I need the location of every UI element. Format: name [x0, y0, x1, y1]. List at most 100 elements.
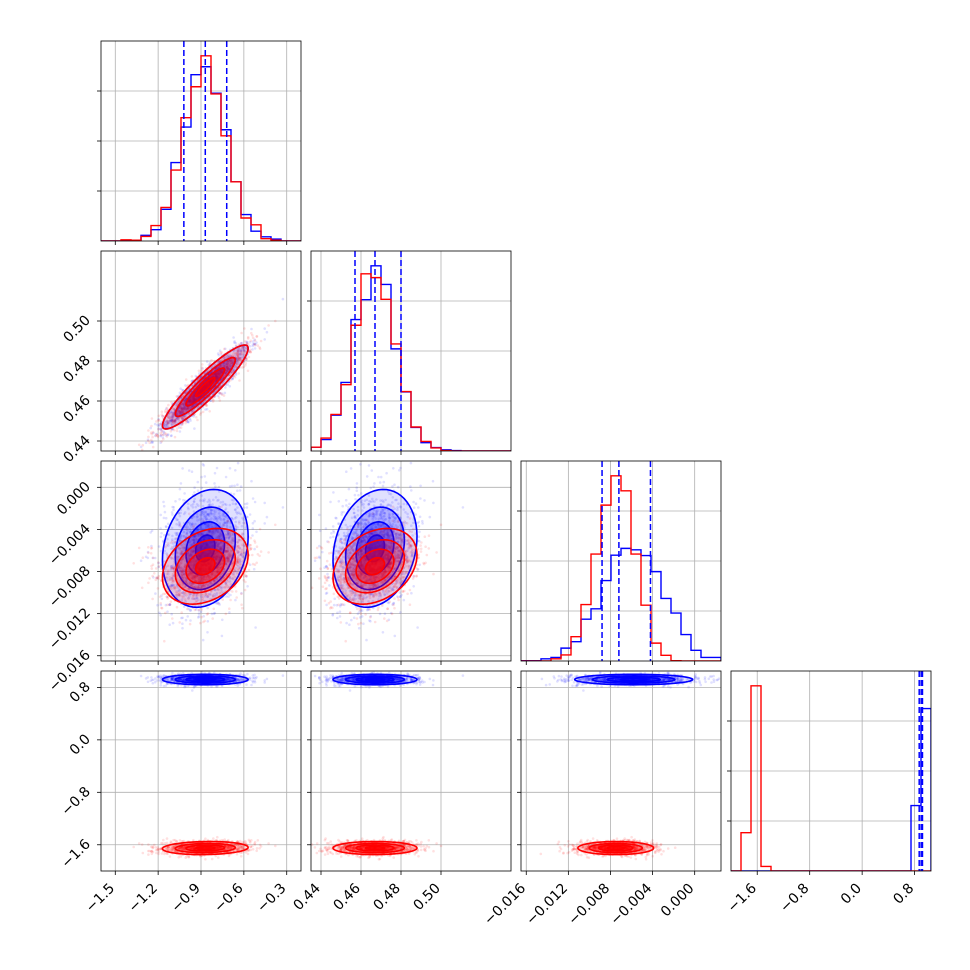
sample-point — [170, 577, 173, 580]
sample-point — [173, 419, 177, 422]
sample-point — [175, 427, 179, 430]
sample-point — [169, 418, 173, 422]
sample-point — [192, 399, 195, 403]
sample-point — [226, 366, 230, 369]
sample-point — [189, 529, 193, 533]
sample-point — [189, 609, 192, 612]
sample-point — [242, 365, 246, 369]
sample-point — [247, 355, 251, 359]
sample-point — [164, 410, 167, 414]
sample-point — [150, 567, 154, 570]
sample-point — [216, 557, 220, 561]
sample-point — [238, 560, 242, 564]
sample-point — [183, 415, 186, 419]
sample-point — [236, 362, 239, 366]
sample-point — [177, 523, 181, 527]
contour-line — [185, 367, 226, 407]
sample-point — [170, 428, 174, 431]
sample-point — [218, 391, 221, 395]
sample-point — [230, 538, 234, 542]
sample-point — [242, 544, 246, 547]
sample-point — [240, 603, 243, 606]
sample-point — [196, 519, 199, 522]
sample-point — [215, 544, 219, 548]
sample-point — [178, 522, 182, 525]
sample-point — [191, 522, 194, 526]
sample-point — [175, 395, 178, 398]
sample-point — [151, 556, 155, 560]
sample-point — [203, 595, 207, 598]
sample-point — [162, 500, 165, 504]
sample-point — [159, 427, 163, 431]
sample-point — [177, 512, 181, 515]
sample-point — [181, 407, 185, 411]
sample-point — [185, 409, 188, 413]
sample-point — [147, 546, 150, 549]
sample-point — [146, 550, 150, 554]
sample-point — [228, 364, 232, 368]
sample-point — [185, 390, 189, 393]
sample-point — [188, 540, 191, 544]
sample-point — [221, 598, 224, 601]
sample-point — [172, 583, 176, 587]
sample-point — [219, 372, 222, 376]
sample-point — [181, 575, 184, 578]
sample-point — [242, 575, 246, 578]
sample-point — [229, 598, 232, 602]
sample-point — [224, 372, 228, 376]
sample-point — [253, 519, 256, 523]
sample-point — [224, 367, 228, 371]
sample-point — [180, 598, 184, 601]
sample-point — [167, 544, 170, 547]
sample-point — [251, 336, 255, 340]
sample-point — [175, 518, 178, 521]
sample-point — [219, 371, 222, 375]
sample-point — [255, 545, 259, 548]
sample-point — [139, 445, 143, 449]
sample-point — [195, 398, 198, 401]
sample-point — [180, 416, 184, 420]
sample-point — [181, 402, 185, 405]
sample-point — [169, 600, 173, 603]
sample-point — [196, 528, 200, 532]
sample-point — [263, 338, 267, 341]
sample-point — [173, 419, 177, 423]
sample-point — [224, 368, 228, 371]
sample-point — [222, 512, 225, 515]
sample-point — [214, 558, 218, 561]
sample-point — [183, 405, 186, 409]
sample-point — [204, 511, 207, 514]
sample-point — [242, 551, 246, 555]
sample-point — [180, 423, 183, 427]
sample-point — [190, 398, 193, 401]
sample-point — [230, 484, 234, 488]
sample-point — [159, 601, 162, 605]
sample-point — [231, 360, 235, 364]
sample-point — [175, 531, 179, 535]
sample-point — [217, 498, 220, 502]
sample-point — [249, 350, 253, 354]
sample-point — [190, 398, 194, 401]
sample-point — [281, 506, 285, 509]
sample-point — [191, 506, 195, 509]
sample-point — [171, 416, 174, 419]
sample-point — [187, 407, 190, 410]
sample-point — [227, 540, 231, 544]
sample-point — [231, 376, 234, 380]
sample-point — [178, 411, 182, 414]
sample-point — [245, 346, 248, 350]
sample-point — [176, 417, 179, 420]
sample-point — [226, 367, 230, 371]
sample-point — [146, 556, 150, 560]
sample-point — [214, 374, 218, 377]
sample-point — [182, 569, 186, 573]
sample-point — [164, 424, 168, 427]
sample-point — [165, 432, 168, 436]
sample-point — [218, 399, 222, 402]
sample-point — [241, 555, 245, 559]
sample-point — [197, 583, 201, 587]
sample-point — [226, 366, 229, 370]
sample-point — [216, 542, 220, 546]
sample-point — [248, 546, 251, 549]
sample-point — [168, 603, 171, 607]
